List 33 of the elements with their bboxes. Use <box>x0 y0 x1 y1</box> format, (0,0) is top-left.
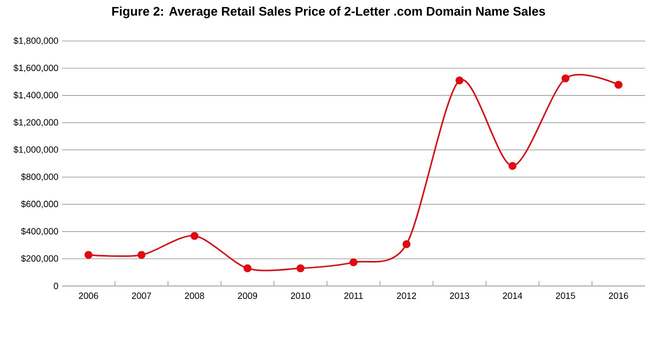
point <box>84 251 92 259</box>
y-tick-label: $200,000 <box>21 254 58 263</box>
chart-title: Figure 2: Average Retail Sales Price of 2-Letter .com Domain Name Sales <box>112 6 546 18</box>
x-tick-label: 2016 <box>608 292 628 299</box>
x-tick-label: 2012 <box>396 292 416 299</box>
y-tick-label: $1,800,000 <box>14 37 58 45</box>
x-tick-label: 2008 <box>184 292 204 299</box>
point <box>190 232 198 240</box>
x-tick-label: 2013 <box>450 292 470 299</box>
point <box>614 80 622 89</box>
point <box>296 264 304 272</box>
point <box>402 240 410 248</box>
y-tick-label: 0 <box>54 282 58 290</box>
point <box>350 258 358 266</box>
y-tick-label: $1,600,000 <box>14 64 58 72</box>
x-tick-label: 2007 <box>132 292 152 299</box>
x-tick-label: 2009 <box>238 292 258 299</box>
y-tick-label: $1,000,000 <box>14 146 58 154</box>
x-tick-label: 2014 <box>502 292 522 299</box>
y-tick-label: $400,000 <box>21 228 58 236</box>
point <box>508 162 516 170</box>
x-tick-label: 2011 <box>344 292 363 299</box>
y-tick-label: $1,200,000 <box>14 118 58 127</box>
x-tick-label: 2006 <box>78 292 98 299</box>
y-tick-label: $600,000 <box>21 200 58 208</box>
x-tick-label: 2015 <box>556 292 576 299</box>
point <box>562 74 570 82</box>
point <box>456 76 464 84</box>
point <box>138 251 146 259</box>
y-tick-label: $1,400,000 <box>14 92 58 100</box>
y-tick-label: $800,000 <box>21 173 58 182</box>
x-tick-label: 2010 <box>290 292 310 299</box>
point <box>244 264 252 272</box>
